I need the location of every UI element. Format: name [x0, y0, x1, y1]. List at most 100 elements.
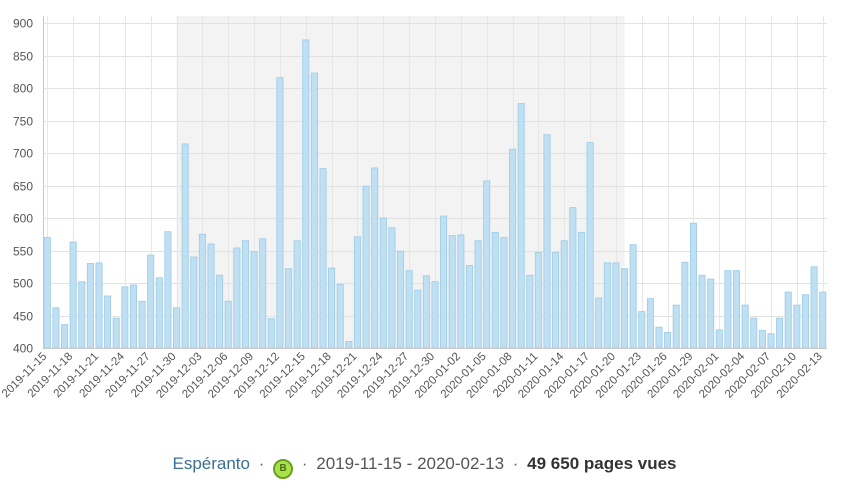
bar[interactable]	[319, 168, 327, 349]
bar[interactable]	[474, 240, 482, 349]
bar[interactable]	[707, 278, 715, 349]
bar[interactable]	[457, 234, 465, 349]
bar[interactable]	[715, 329, 723, 349]
bar[interactable]	[405, 270, 413, 349]
bar[interactable]	[819, 291, 827, 349]
separator: ·	[512, 454, 519, 473]
bar[interactable]	[112, 317, 120, 349]
bar[interactable]	[259, 238, 267, 349]
bar[interactable]	[328, 267, 336, 349]
y-tick-label: 900	[13, 17, 33, 31]
bar[interactable]	[285, 268, 293, 349]
bar[interactable]	[629, 244, 637, 349]
bar[interactable]	[250, 251, 258, 349]
bar[interactable]	[801, 294, 809, 349]
bar[interactable]	[276, 77, 284, 349]
bar[interactable]	[526, 274, 534, 349]
bar[interactable]	[138, 300, 146, 349]
bar[interactable]	[560, 240, 568, 349]
language-link[interactable]: Espéranto	[172, 454, 250, 473]
bar[interactable]	[155, 277, 163, 349]
bar[interactable]	[672, 304, 680, 349]
bar[interactable]	[586, 142, 594, 349]
bar[interactable]	[741, 304, 749, 349]
bar[interactable]	[534, 252, 542, 349]
bar[interactable]	[776, 317, 784, 349]
bar[interactable]	[681, 261, 689, 349]
bar[interactable]	[543, 134, 551, 349]
bar[interactable]	[371, 167, 379, 349]
chart-footer: Espéranto · B · 2019-11-15 - 2020-02-13 …	[0, 454, 849, 479]
bar[interactable]	[43, 237, 51, 349]
bar[interactable]	[95, 262, 103, 349]
y-tick-label: 850	[13, 50, 33, 64]
bar[interactable]	[750, 317, 758, 349]
bar[interactable]	[733, 270, 741, 349]
bar[interactable]	[414, 289, 422, 349]
bar[interactable]	[293, 240, 301, 349]
bar[interactable]	[207, 243, 215, 349]
bar[interactable]	[173, 307, 181, 349]
bar[interactable]	[595, 297, 603, 349]
bar[interactable]	[198, 233, 206, 349]
bar[interactable]	[216, 274, 224, 349]
bar[interactable]	[698, 274, 706, 349]
bar[interactable]	[724, 270, 732, 349]
bar[interactable]	[61, 324, 69, 349]
bar[interactable]	[689, 222, 697, 349]
bar[interactable]	[52, 307, 60, 349]
bar[interactable]	[448, 235, 456, 349]
bar[interactable]	[121, 286, 129, 349]
bar[interactable]	[397, 250, 405, 349]
bar[interactable]	[758, 330, 766, 349]
separator: ·	[301, 454, 308, 473]
bar[interactable]	[310, 72, 318, 349]
y-tick-label: 700	[13, 147, 33, 161]
bar[interactable]	[86, 263, 94, 349]
bar[interactable]	[181, 143, 189, 349]
bar[interactable]	[767, 333, 775, 349]
bar[interactable]	[233, 247, 241, 349]
y-tick-label: 450	[13, 310, 33, 324]
bar[interactable]	[638, 311, 646, 349]
bar[interactable]	[241, 240, 249, 349]
y-tick-label: 400	[13, 342, 33, 356]
bar[interactable]	[509, 148, 517, 349]
bar[interactable]	[621, 268, 629, 349]
bar[interactable]	[422, 275, 430, 349]
bar[interactable]	[336, 283, 344, 349]
bar[interactable]	[164, 231, 172, 349]
bar[interactable]	[784, 291, 792, 349]
bar[interactable]	[612, 262, 620, 349]
bar[interactable]	[577, 231, 585, 349]
bar[interactable]	[465, 265, 473, 349]
bar[interactable]	[552, 252, 560, 349]
bar[interactable]	[267, 318, 275, 349]
bar[interactable]	[431, 281, 439, 349]
bar[interactable]	[810, 266, 818, 349]
bar[interactable]	[353, 236, 361, 349]
bar[interactable]	[440, 215, 448, 349]
bar[interactable]	[345, 341, 353, 349]
bar[interactable]	[379, 217, 387, 349]
bar[interactable]	[491, 231, 499, 349]
bar[interactable]	[603, 262, 611, 349]
bar[interactable]	[224, 300, 232, 349]
bar[interactable]	[388, 227, 396, 349]
bar[interactable]	[655, 326, 663, 349]
bar[interactable]	[517, 103, 525, 349]
bar[interactable]	[104, 295, 112, 349]
bar[interactable]	[302, 39, 310, 349]
bar[interactable]	[664, 331, 672, 349]
bar[interactable]	[147, 254, 155, 349]
bar[interactable]	[78, 281, 86, 349]
bar[interactable]	[190, 256, 198, 349]
bar[interactable]	[646, 298, 654, 349]
bar[interactable]	[500, 237, 508, 349]
bar[interactable]	[129, 284, 137, 349]
bar[interactable]	[69, 241, 77, 349]
bar[interactable]	[569, 207, 577, 349]
bar[interactable]	[362, 185, 370, 349]
bar[interactable]	[483, 180, 491, 349]
bar[interactable]	[793, 304, 801, 349]
